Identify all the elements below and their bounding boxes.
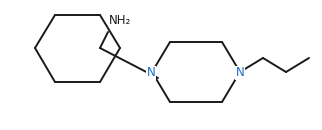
Text: NH₂: NH₂	[109, 14, 131, 27]
Text: N: N	[147, 67, 156, 80]
Text: N: N	[236, 67, 244, 80]
